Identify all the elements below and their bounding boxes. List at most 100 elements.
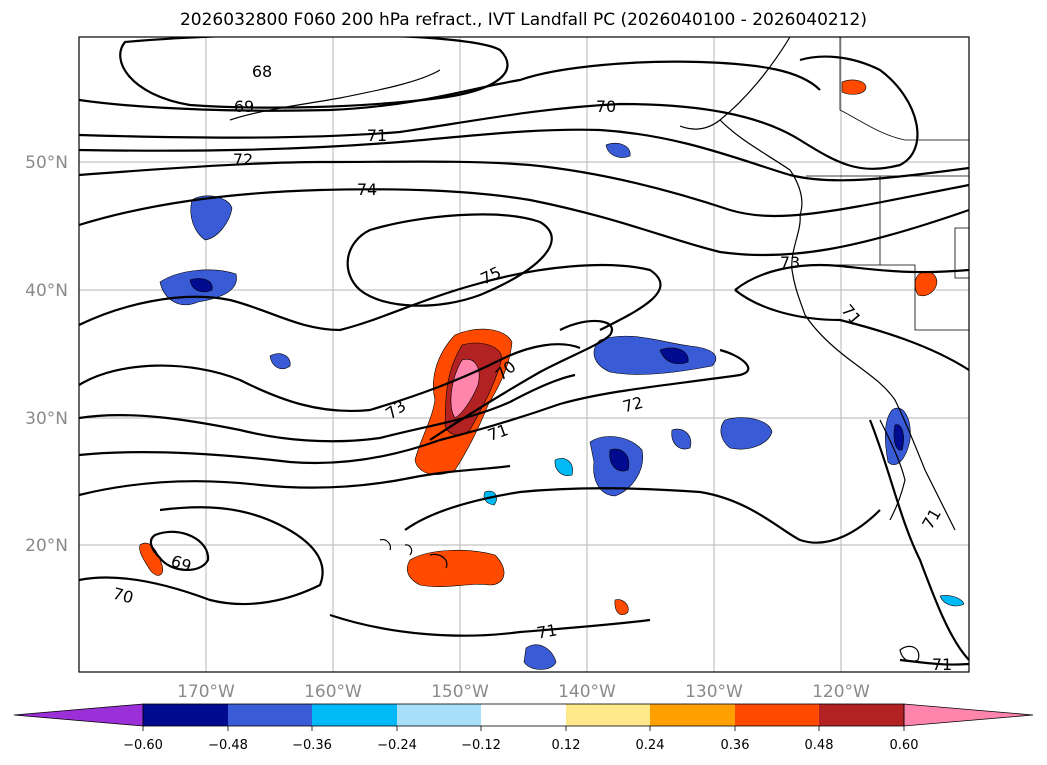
contour-75 <box>346 213 553 307</box>
contour-label: 72 <box>233 150 253 169</box>
colorbar-tick-label: −0.48 <box>208 738 248 753</box>
colorbar-tick-label: −0.60 <box>123 738 163 753</box>
contour-71-north <box>79 128 969 182</box>
contour-70-central <box>429 319 613 441</box>
lat-label: 20°N <box>25 536 68 556</box>
negative-patch-small-west <box>269 353 291 369</box>
lon-label: 150°W <box>431 682 489 702</box>
colorbar-tick-label: 0.48 <box>805 738 834 753</box>
colorbar-tick-label: 0.36 <box>721 738 750 753</box>
map-panel: 68 69 70 71 72 74 75 73 70 73 71 72 69 7… <box>25 36 970 702</box>
contour-73-east <box>734 263 969 291</box>
colorbar-ticks <box>142 726 905 731</box>
map-background <box>79 37 969 672</box>
contour-73-mid <box>79 343 581 413</box>
colorbar-tick-labels: −0.60 −0.48 −0.36 −0.24 −0.12 0.12 0.24 … <box>123 738 918 753</box>
contour-label: 71 <box>535 620 558 642</box>
lat-labels: 50°N 40°N 30°N 20°N <box>25 153 68 556</box>
contour-71-se-corner <box>899 658 969 666</box>
colorbar-extend-high <box>903 703 1034 727</box>
colorbar-tick-label: 0.60 <box>890 738 919 753</box>
coastline-us-west <box>791 214 956 531</box>
negative-patch-east <box>593 335 717 375</box>
colorbar-segment <box>143 704 228 726</box>
contour-label: 73 <box>780 253 800 272</box>
contour-69 <box>79 60 821 112</box>
contour-label: 71 <box>367 126 387 145</box>
border-alaska-canada <box>839 37 969 141</box>
colorbar-frame <box>142 703 905 727</box>
lon-label: 140°W <box>558 682 616 702</box>
lat-label: 40°N <box>25 281 68 301</box>
negative-patch-mid <box>671 428 692 450</box>
contour-72 <box>79 160 969 218</box>
lat-label: 50°N <box>25 153 68 173</box>
negative-core-east <box>659 347 689 365</box>
coastline-alaska-bc <box>679 37 803 216</box>
contour-70-north <box>79 55 919 170</box>
negative-patch-south <box>523 644 557 670</box>
contour-label: 70 <box>596 97 616 116</box>
contour-71-east <box>868 419 969 661</box>
colorbar-segment <box>481 704 566 726</box>
negative-patch-light-a <box>554 458 573 476</box>
negative-core-central <box>609 448 630 472</box>
negative-patch-ne <box>720 417 773 450</box>
contour-73-west <box>79 263 662 332</box>
coastline-mexico-islet <box>899 645 920 663</box>
contour-69-south <box>149 530 210 572</box>
border-state-lines <box>830 264 969 331</box>
colorbar-segment <box>819 704 904 726</box>
border-state-box <box>954 227 969 279</box>
contour-label: 70 <box>111 584 136 608</box>
colorbar-segment <box>228 704 312 726</box>
colorbar-extend-low <box>13 703 144 727</box>
coastline-aleutians <box>229 69 441 121</box>
colorbar: −0.60 −0.48 −0.36 −0.24 −0.12 0.12 0.24 … <box>13 703 1034 753</box>
contour-label: 74 <box>357 180 377 199</box>
negative-core-west <box>189 278 213 293</box>
contour-label: 72 <box>621 393 646 417</box>
lon-label: 120°W <box>812 682 870 702</box>
lon-label: 160°W <box>304 682 362 702</box>
contour-label: 68 <box>252 62 272 81</box>
map-title: 2026032800 F060 200 hPa refract., IVT La… <box>179 10 867 30</box>
coastlines <box>229 37 969 663</box>
colorbar-tick-label: −0.36 <box>292 738 332 753</box>
negative-patch-light-c <box>939 595 965 607</box>
lon-label: 170°W <box>177 682 235 702</box>
colorbar-segment <box>312 704 397 726</box>
colorbar-segment <box>566 704 650 726</box>
colorbar-tick-label: 0.12 <box>552 738 581 753</box>
colorbar-tick-label: 0.24 <box>636 738 665 753</box>
map-frame <box>78 36 970 673</box>
positive-patch-north <box>841 79 867 95</box>
colorbar-segment <box>397 704 481 726</box>
contour-71-south <box>79 464 511 497</box>
contour-71-central <box>79 373 576 443</box>
negative-core-coast <box>893 424 904 451</box>
contour-71-sw <box>329 613 651 637</box>
lon-labels: 170°W 160°W 150°W 140°W 130°W 120°W <box>177 682 870 702</box>
positive-patch-sw <box>614 599 629 615</box>
contour-label: 69 <box>234 97 254 116</box>
contour-72-central <box>79 348 750 465</box>
lat-label: 30°N <box>25 409 68 429</box>
contours <box>79 37 969 666</box>
colorbar-segment <box>650 704 735 726</box>
contour-label: 71 <box>932 655 952 674</box>
contour-70-south <box>79 506 324 606</box>
colorbar-tick-label: −0.12 <box>461 738 501 753</box>
colorbar-segment <box>735 704 819 726</box>
negative-patch-gulf <box>605 142 631 158</box>
positive-patch-south <box>406 549 505 587</box>
contour-71-se <box>404 487 881 544</box>
contour-68 <box>119 37 509 109</box>
coastline-baja <box>879 419 906 521</box>
colorbar-tick-label: −0.24 <box>377 738 417 753</box>
lon-label: 130°W <box>685 682 743 702</box>
coastline-hawaii <box>379 539 448 569</box>
contour-73-east-b <box>734 289 969 371</box>
contour-74 <box>79 188 969 257</box>
